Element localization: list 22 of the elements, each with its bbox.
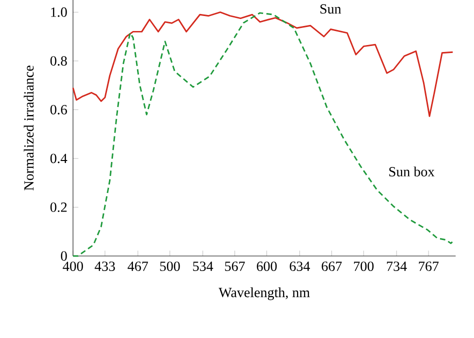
x-tick-label: 534 xyxy=(193,262,214,272)
y-tick-label: 1.0 xyxy=(51,7,67,17)
x-tick-label: 600 xyxy=(256,262,277,272)
series-label: Sun xyxy=(320,4,342,14)
x-tick-label: 433 xyxy=(94,262,115,272)
x-tick-label: 400 xyxy=(62,262,83,272)
series-label: Sun box xyxy=(389,166,434,176)
x-tick-label: 667 xyxy=(322,262,342,272)
y-tick-label: 0.4 xyxy=(50,154,68,164)
x-tick-label: 700 xyxy=(354,262,374,272)
y-tick-label: 0 xyxy=(60,251,67,261)
x-tick-label: 500 xyxy=(160,262,180,272)
x-tick-label: 734 xyxy=(386,262,407,272)
y-tick-label: 0.8 xyxy=(50,56,67,66)
y-axis-title: Normalized irradiance xyxy=(24,66,34,190)
x-tick-label: 467 xyxy=(128,262,148,272)
x-tick-label: 567 xyxy=(225,262,245,272)
x-tick-label: 767 xyxy=(418,262,439,272)
x-axis-title: Wavelength, nm xyxy=(218,287,310,300)
x-tick-label: 634 xyxy=(290,262,310,272)
y-tick-label: 0.2 xyxy=(50,202,67,212)
y-tick-label: 0.6 xyxy=(50,104,67,114)
